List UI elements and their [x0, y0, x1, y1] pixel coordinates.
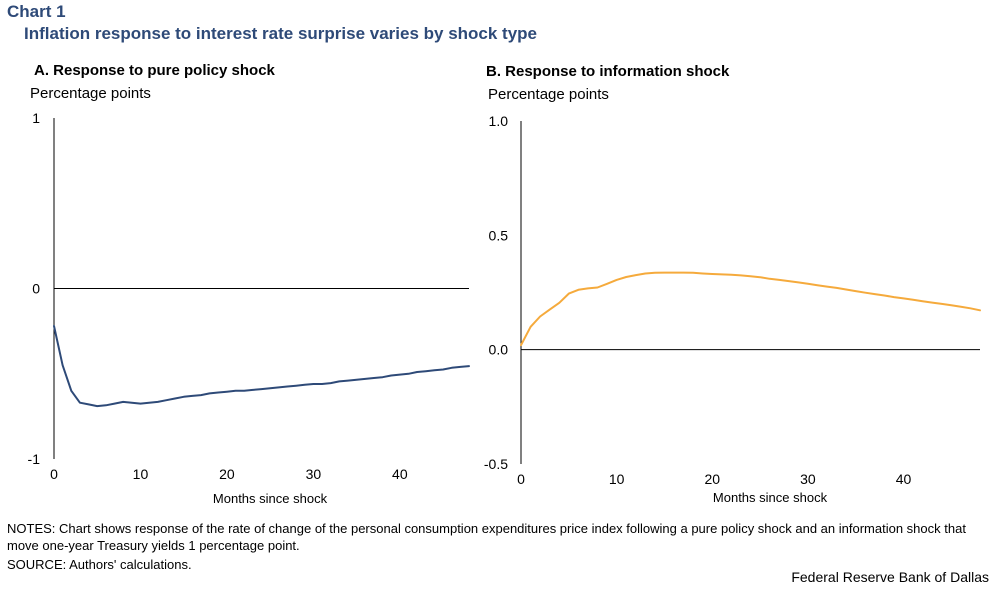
chart-title: Inflation response to interest rate surp… — [24, 24, 538, 43]
panel-b-x-tick-label: 0 — [517, 471, 525, 487]
panel-b-y-tick-label: 1.0 — [489, 113, 509, 129]
panel-a-x-tick-label: 20 — [219, 466, 235, 482]
chart-notes: NOTES: Chart shows response of the rate … — [7, 521, 966, 553]
chart-source: SOURCE: Authors' calculations. — [7, 557, 192, 572]
panel-a-series-line — [53, 325, 470, 408]
panel-a-unit-label: Percentage points — [30, 85, 151, 102]
panel-a-y-tick-label: 1 — [32, 110, 40, 126]
publisher-credit: Federal Reserve Bank of Dallas — [791, 569, 989, 585]
panel-a-x-tick-label: 40 — [392, 466, 408, 482]
panel-b-title: B. Response to information shock — [486, 63, 730, 80]
panel-a-x-axis-label: Months since shock — [213, 491, 328, 506]
panel-b-plot: 1.0 0.5 0.0 -0.5 0 10 20 30 40 Months since shock — [484, 113, 981, 505]
panel-b-x-tick-label: 20 — [704, 471, 720, 487]
panel-a-x-tick-label: 10 — [133, 466, 149, 482]
panel-a-x-tick-label: 30 — [306, 466, 322, 482]
panel-b-series-line — [520, 271, 981, 347]
panel-a-y-tick-label: 0 — [32, 281, 40, 297]
panel-b-x-tick-label: 30 — [800, 471, 816, 487]
panel-b-y-tick-label: 0.5 — [489, 227, 509, 243]
panel-b-x-tick-label: 10 — [609, 471, 625, 487]
panel-b-unit-label: Percentage points — [488, 86, 609, 103]
panel-b-y-tick-label: 0.0 — [489, 342, 509, 358]
panel-b-x-axis-label: Months since shock — [713, 490, 828, 505]
panel-a-title: A. Response to pure policy shock — [34, 62, 275, 79]
chart-number: Chart 1 — [7, 2, 66, 21]
panel-a-x-tick-label: 0 — [50, 466, 58, 482]
panel-a-y-tick-label: -1 — [28, 451, 41, 467]
panel-b-y-tick-label: -0.5 — [484, 456, 508, 472]
panel-b-x-tick-label: 40 — [896, 471, 912, 487]
